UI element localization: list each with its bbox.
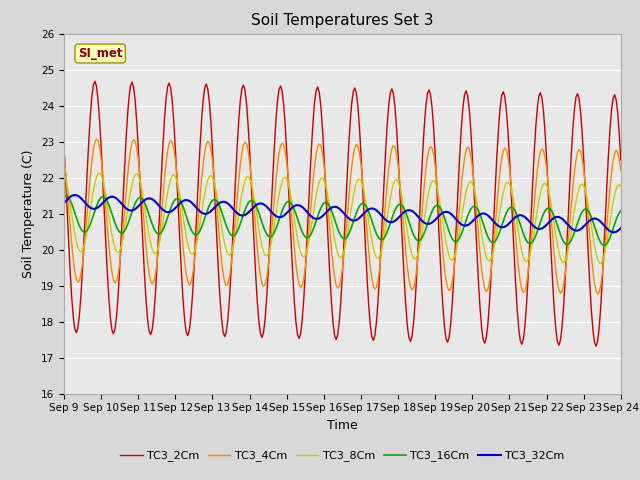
TC3_8Cm [165,182,173,188]
TC3_32Cm [609,229,617,235]
TC3_32Cm [550,215,558,221]
TC3_32Cm [617,225,625,231]
TC3_2Cm [397,215,405,221]
TC3_8Cm [60,171,68,177]
TC3_32Cm [60,200,68,206]
TC3_2Cm [60,143,68,149]
TC3_4Cm [410,285,417,291]
TC3_4Cm [379,235,387,241]
TC3_2Cm [76,312,83,317]
TC3_4Cm [397,194,405,200]
TC3_8Cm [410,255,417,261]
TC3_8Cm [397,190,405,196]
TC3_8Cm [379,242,387,248]
TC3_8Cm [617,184,625,190]
TC3_2Cm [165,80,173,86]
TC3_4Cm [550,252,558,258]
TC3_16Cm [60,193,68,199]
TC3_8Cm [550,222,558,228]
TC3_4Cm [594,291,602,297]
X-axis label: Time: Time [327,419,358,432]
TC3_32Cm [77,195,85,201]
TC3_2Cm [617,157,625,163]
TC3_2Cm [410,320,417,326]
TC3_4Cm [617,167,625,173]
TC3_32Cm [71,192,79,198]
TC3_8Cm [96,170,104,176]
Y-axis label: Soil Temperature (C): Soil Temperature (C) [22,149,35,278]
Line: TC3_2Cm: TC3_2Cm [64,81,621,346]
TC3_16Cm [165,210,173,216]
TC3_2Cm [91,78,99,84]
TC3_16Cm [379,237,387,242]
Line: TC3_16Cm: TC3_16Cm [64,196,621,246]
TC3_16Cm [77,226,85,232]
Title: Soil Temperatures Set 3: Soil Temperatures Set 3 [251,13,434,28]
Line: TC3_32Cm: TC3_32Cm [64,195,621,232]
Line: TC3_4Cm: TC3_4Cm [64,139,621,294]
TC3_4Cm [76,277,83,283]
TC3_2Cm [592,343,600,349]
TC3_32Cm [397,212,405,218]
Legend: TC3_2Cm, TC3_4Cm, TC3_8Cm, TC3_16Cm, TC3_32Cm: TC3_2Cm, TC3_4Cm, TC3_8Cm, TC3_16Cm, TC3… [116,446,569,466]
TC3_16Cm [600,243,607,249]
TC3_32Cm [379,214,387,220]
TC3_4Cm [165,141,173,146]
Line: TC3_8Cm: TC3_8Cm [64,173,621,264]
TC3_16Cm [397,202,405,207]
TC3_16Cm [61,193,69,199]
Text: SI_met: SI_met [78,47,122,60]
TC3_16Cm [410,232,417,238]
TC3_32Cm [165,209,173,215]
TC3_2Cm [550,307,558,313]
TC3_8Cm [597,261,605,266]
TC3_2Cm [379,209,387,215]
TC3_8Cm [76,248,83,254]
TC3_16Cm [550,214,558,219]
TC3_4Cm [93,136,100,142]
TC3_4Cm [60,155,68,160]
TC3_32Cm [410,209,417,215]
TC3_16Cm [617,208,625,214]
